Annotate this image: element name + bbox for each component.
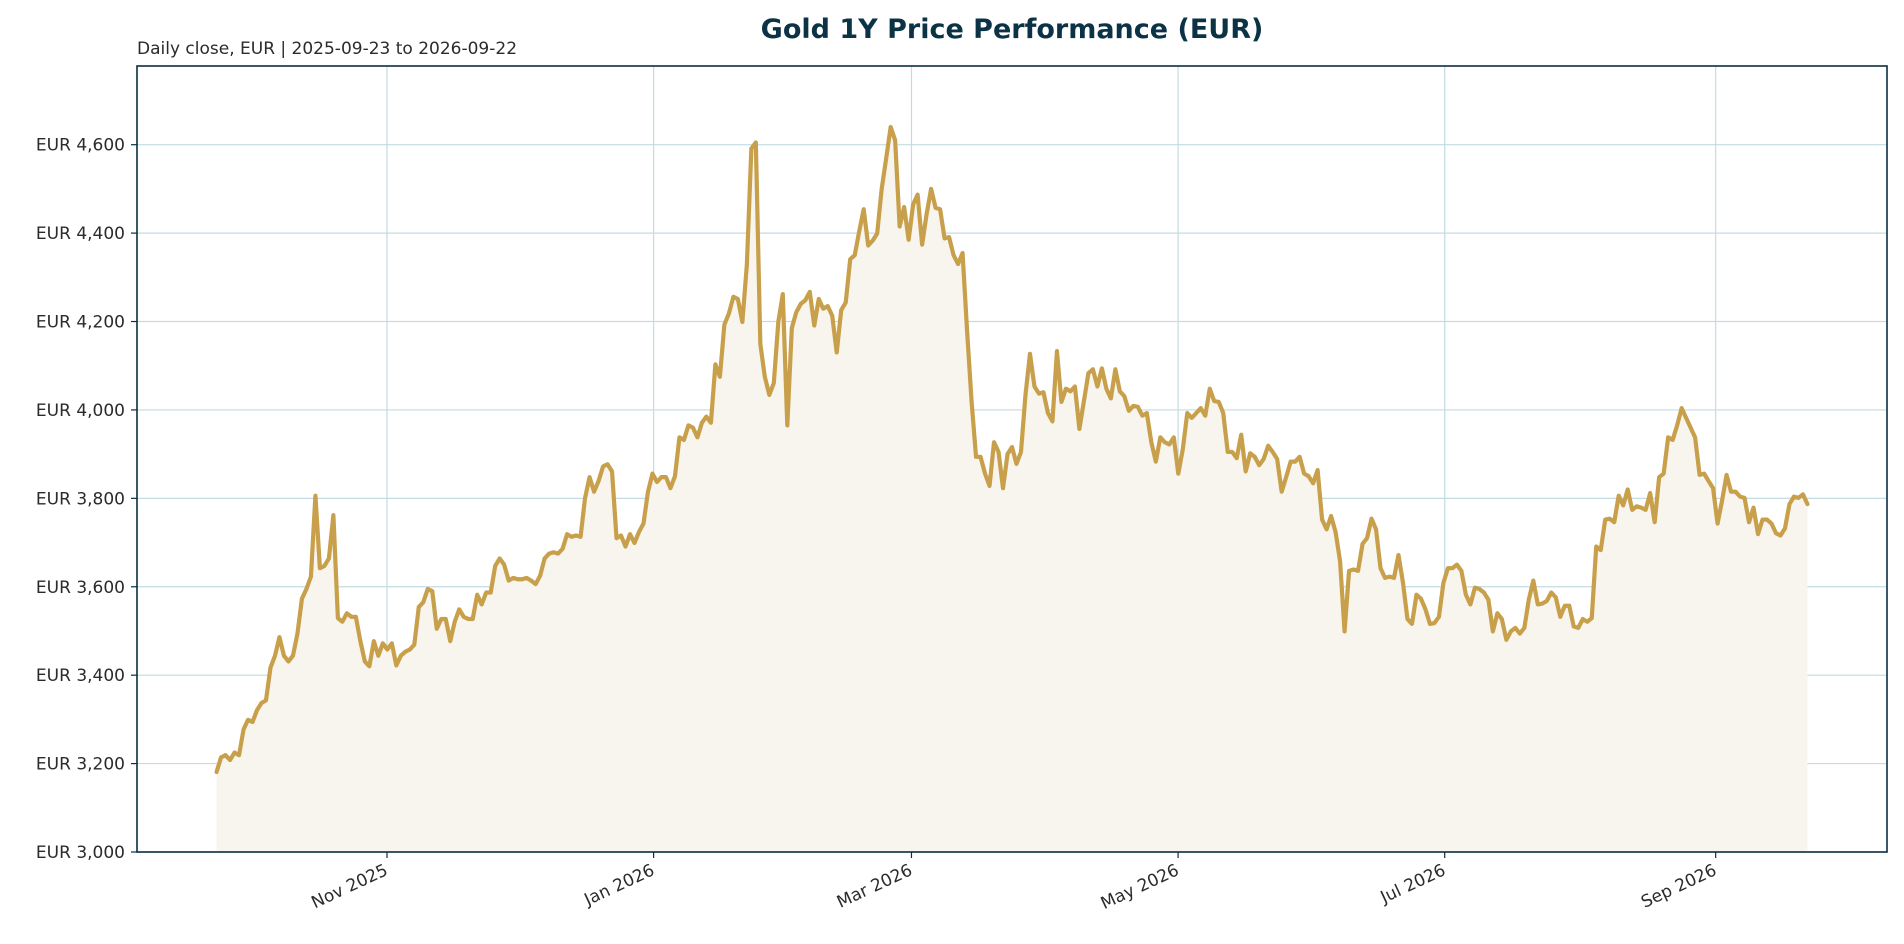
chart-title: Gold 1Y Price Performance (EUR) (761, 14, 1264, 45)
y-tick-label: EUR 3,800 (36, 489, 125, 509)
y-tick-label: EUR 3,600 (36, 578, 125, 598)
area-fill (216, 127, 1808, 852)
y-tick-label: EUR 4,600 (36, 136, 125, 156)
price-line (214, 124, 1810, 775)
plot-frame (136, 65, 1888, 853)
y-tick-label: EUR 3,000 (36, 843, 125, 863)
y-tick-label: EUR 3,200 (36, 755, 125, 775)
x-tick-label: Sep 2026 (1638, 860, 1720, 912)
x-tick-label: Jul 2026 (1377, 860, 1449, 908)
x-tick-label: Nov 2025 (308, 860, 391, 913)
y-tick-label: EUR 4,000 (36, 401, 125, 421)
x-tick-label: Mar 2026 (834, 860, 916, 912)
x-tick-label: Jan 2026 (581, 860, 658, 910)
y-tick-label: EUR 4,200 (36, 313, 125, 333)
y-tick-label: EUR 4,400 (36, 224, 125, 244)
x-tick-label: May 2026 (1098, 860, 1182, 914)
y-tick-label: EUR 3,400 (36, 666, 125, 686)
chart-subtitle: Daily close, EUR | 2025-09-23 to 2026-09… (137, 39, 517, 59)
